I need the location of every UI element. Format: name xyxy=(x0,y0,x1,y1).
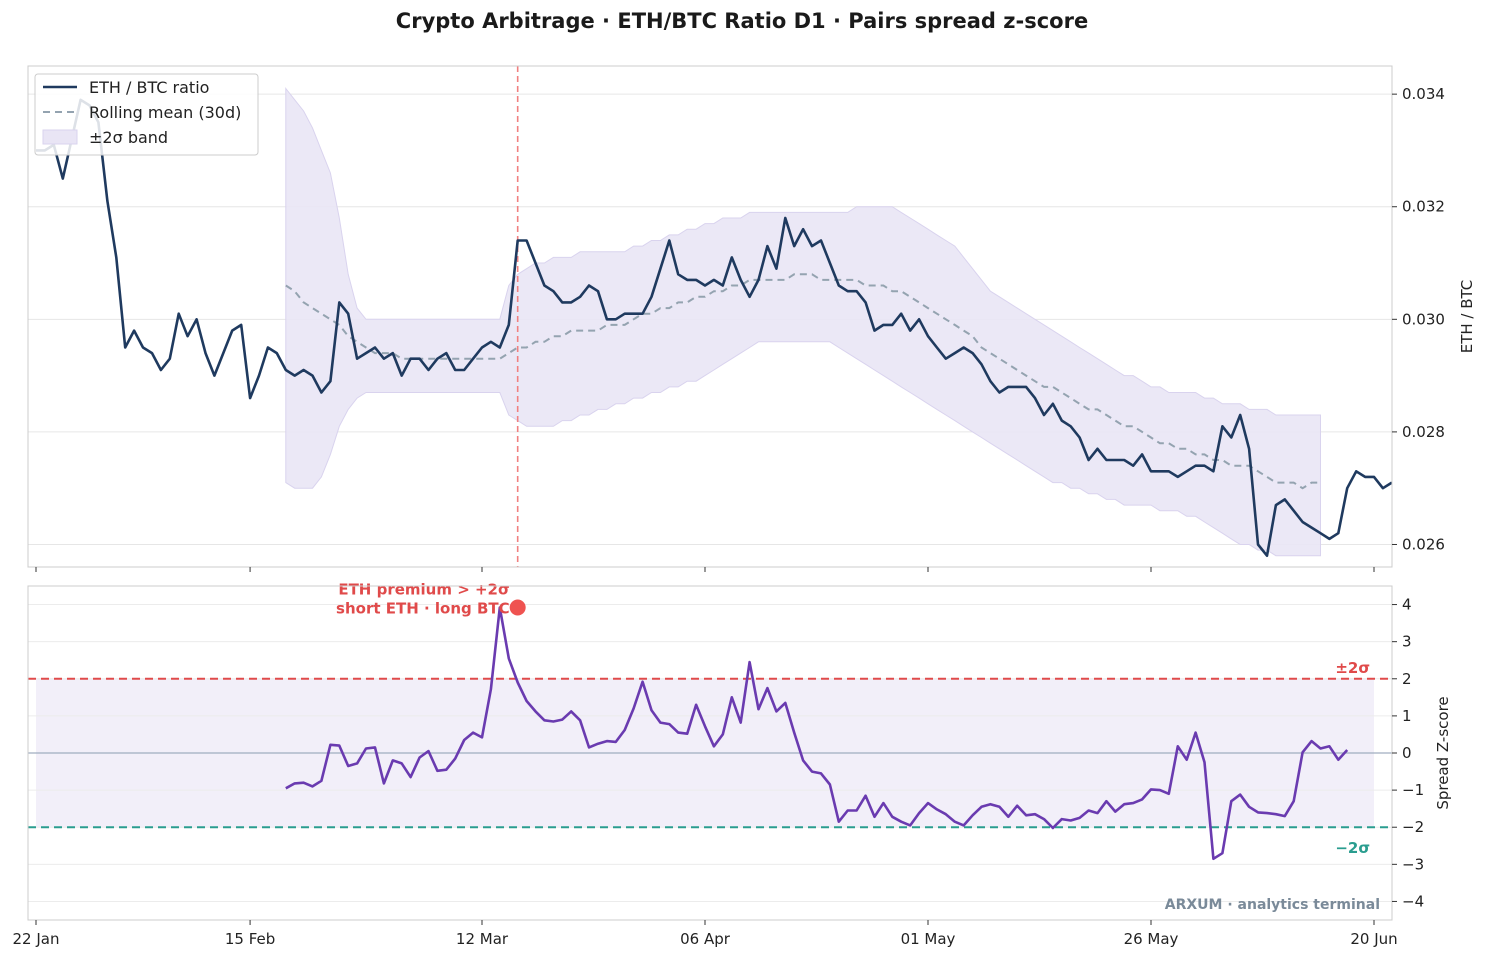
ratio-y-axis: 0.026 0.028 0.030 0.032 0.034 xyxy=(1392,85,1445,553)
ratio-line xyxy=(36,98,1393,558)
ratio-y-tick-label: 0.030 xyxy=(1402,310,1445,328)
watermark: ARXUM · analytics terminal xyxy=(1165,897,1380,913)
date-x-tick-label: 15 Feb xyxy=(225,930,275,948)
zscore-y-tick-label: 0 xyxy=(1402,744,1412,762)
zscore-y-tick-label: 3 xyxy=(1402,633,1412,651)
ratio-y-tick-label: 0.028 xyxy=(1402,423,1445,441)
chart-title: Crypto Arbitrage · ETH/BTC Ratio D1 · Pa… xyxy=(396,9,1088,33)
legend-box xyxy=(34,73,259,156)
ratio-y-tick-label: 0.034 xyxy=(1402,85,1445,103)
upper-threshold-label: ±2σ xyxy=(1335,659,1370,677)
legend-label-ratio: ETH / BTC ratio xyxy=(89,78,209,97)
signal-marker xyxy=(509,599,526,616)
zscore-y-tick-label: −3 xyxy=(1402,855,1424,873)
zscore-y-axis-label: Spread Z-score xyxy=(1434,696,1452,809)
ratio-y-tick-label: 0.032 xyxy=(1402,198,1445,216)
ratio-panel: 0.026 0.028 0.030 0.032 0.034 ETH / BTC ETH … xyxy=(27,65,1476,572)
zscore-y-tick-label: −4 xyxy=(1402,892,1424,910)
ratio-y-axis-label: ETH / BTC xyxy=(1458,280,1476,354)
date-x-tick-label: 26 May xyxy=(1124,930,1179,948)
rolling-mean-line xyxy=(285,273,1321,490)
zscore-y-tick-label: 4 xyxy=(1402,596,1412,614)
legend: ETH / BTC ratio Rolling mean (30d) ±2σ b… xyxy=(34,73,259,156)
ratio-x-ticks xyxy=(35,567,1375,572)
date-x-axis: 22 Jan 15 Feb 12 Mar 06 Apr 01 May 26 May 20 J… xyxy=(13,920,1398,948)
signal-annotation-line-2: short ETH · long BTC xyxy=(336,600,510,618)
date-x-tick-label: 01 May xyxy=(901,930,956,948)
legend-label-rolling-mean: Rolling mean (30d) xyxy=(89,103,241,122)
zscore-y-tick-label: −2 xyxy=(1402,818,1424,836)
zscore-line xyxy=(285,606,1349,861)
bollinger-band xyxy=(285,87,1321,557)
zscore-y-tick-label: 2 xyxy=(1402,670,1412,688)
legend-label-band: ±2σ band xyxy=(89,128,168,147)
date-x-tick-label: 12 Mar xyxy=(456,930,509,948)
date-x-tick-label: 20 Jun xyxy=(1350,930,1397,948)
legend-swatch-band xyxy=(42,129,78,145)
date-x-tick-label: 06 Apr xyxy=(680,930,731,948)
signal-annotation-line-1: ETH premium > +2σ xyxy=(338,581,509,599)
ratio-y-tick-label: 0.026 xyxy=(1402,535,1445,553)
zscore-panel: ETH premium > +2σ short ETH · long BTC ±… xyxy=(13,581,1452,948)
zscore-y-tick-label: 1 xyxy=(1402,707,1412,725)
zscore-y-tick-label: −1 xyxy=(1402,781,1424,799)
date-x-tick-label: 22 Jan xyxy=(13,930,60,948)
ratio-panel-frame xyxy=(27,65,1393,568)
zscore-y-axis: −4 −3 −2 −1 0 1 2 3 4 xyxy=(1392,596,1424,910)
lower-threshold-label: −2σ xyxy=(1335,839,1370,857)
